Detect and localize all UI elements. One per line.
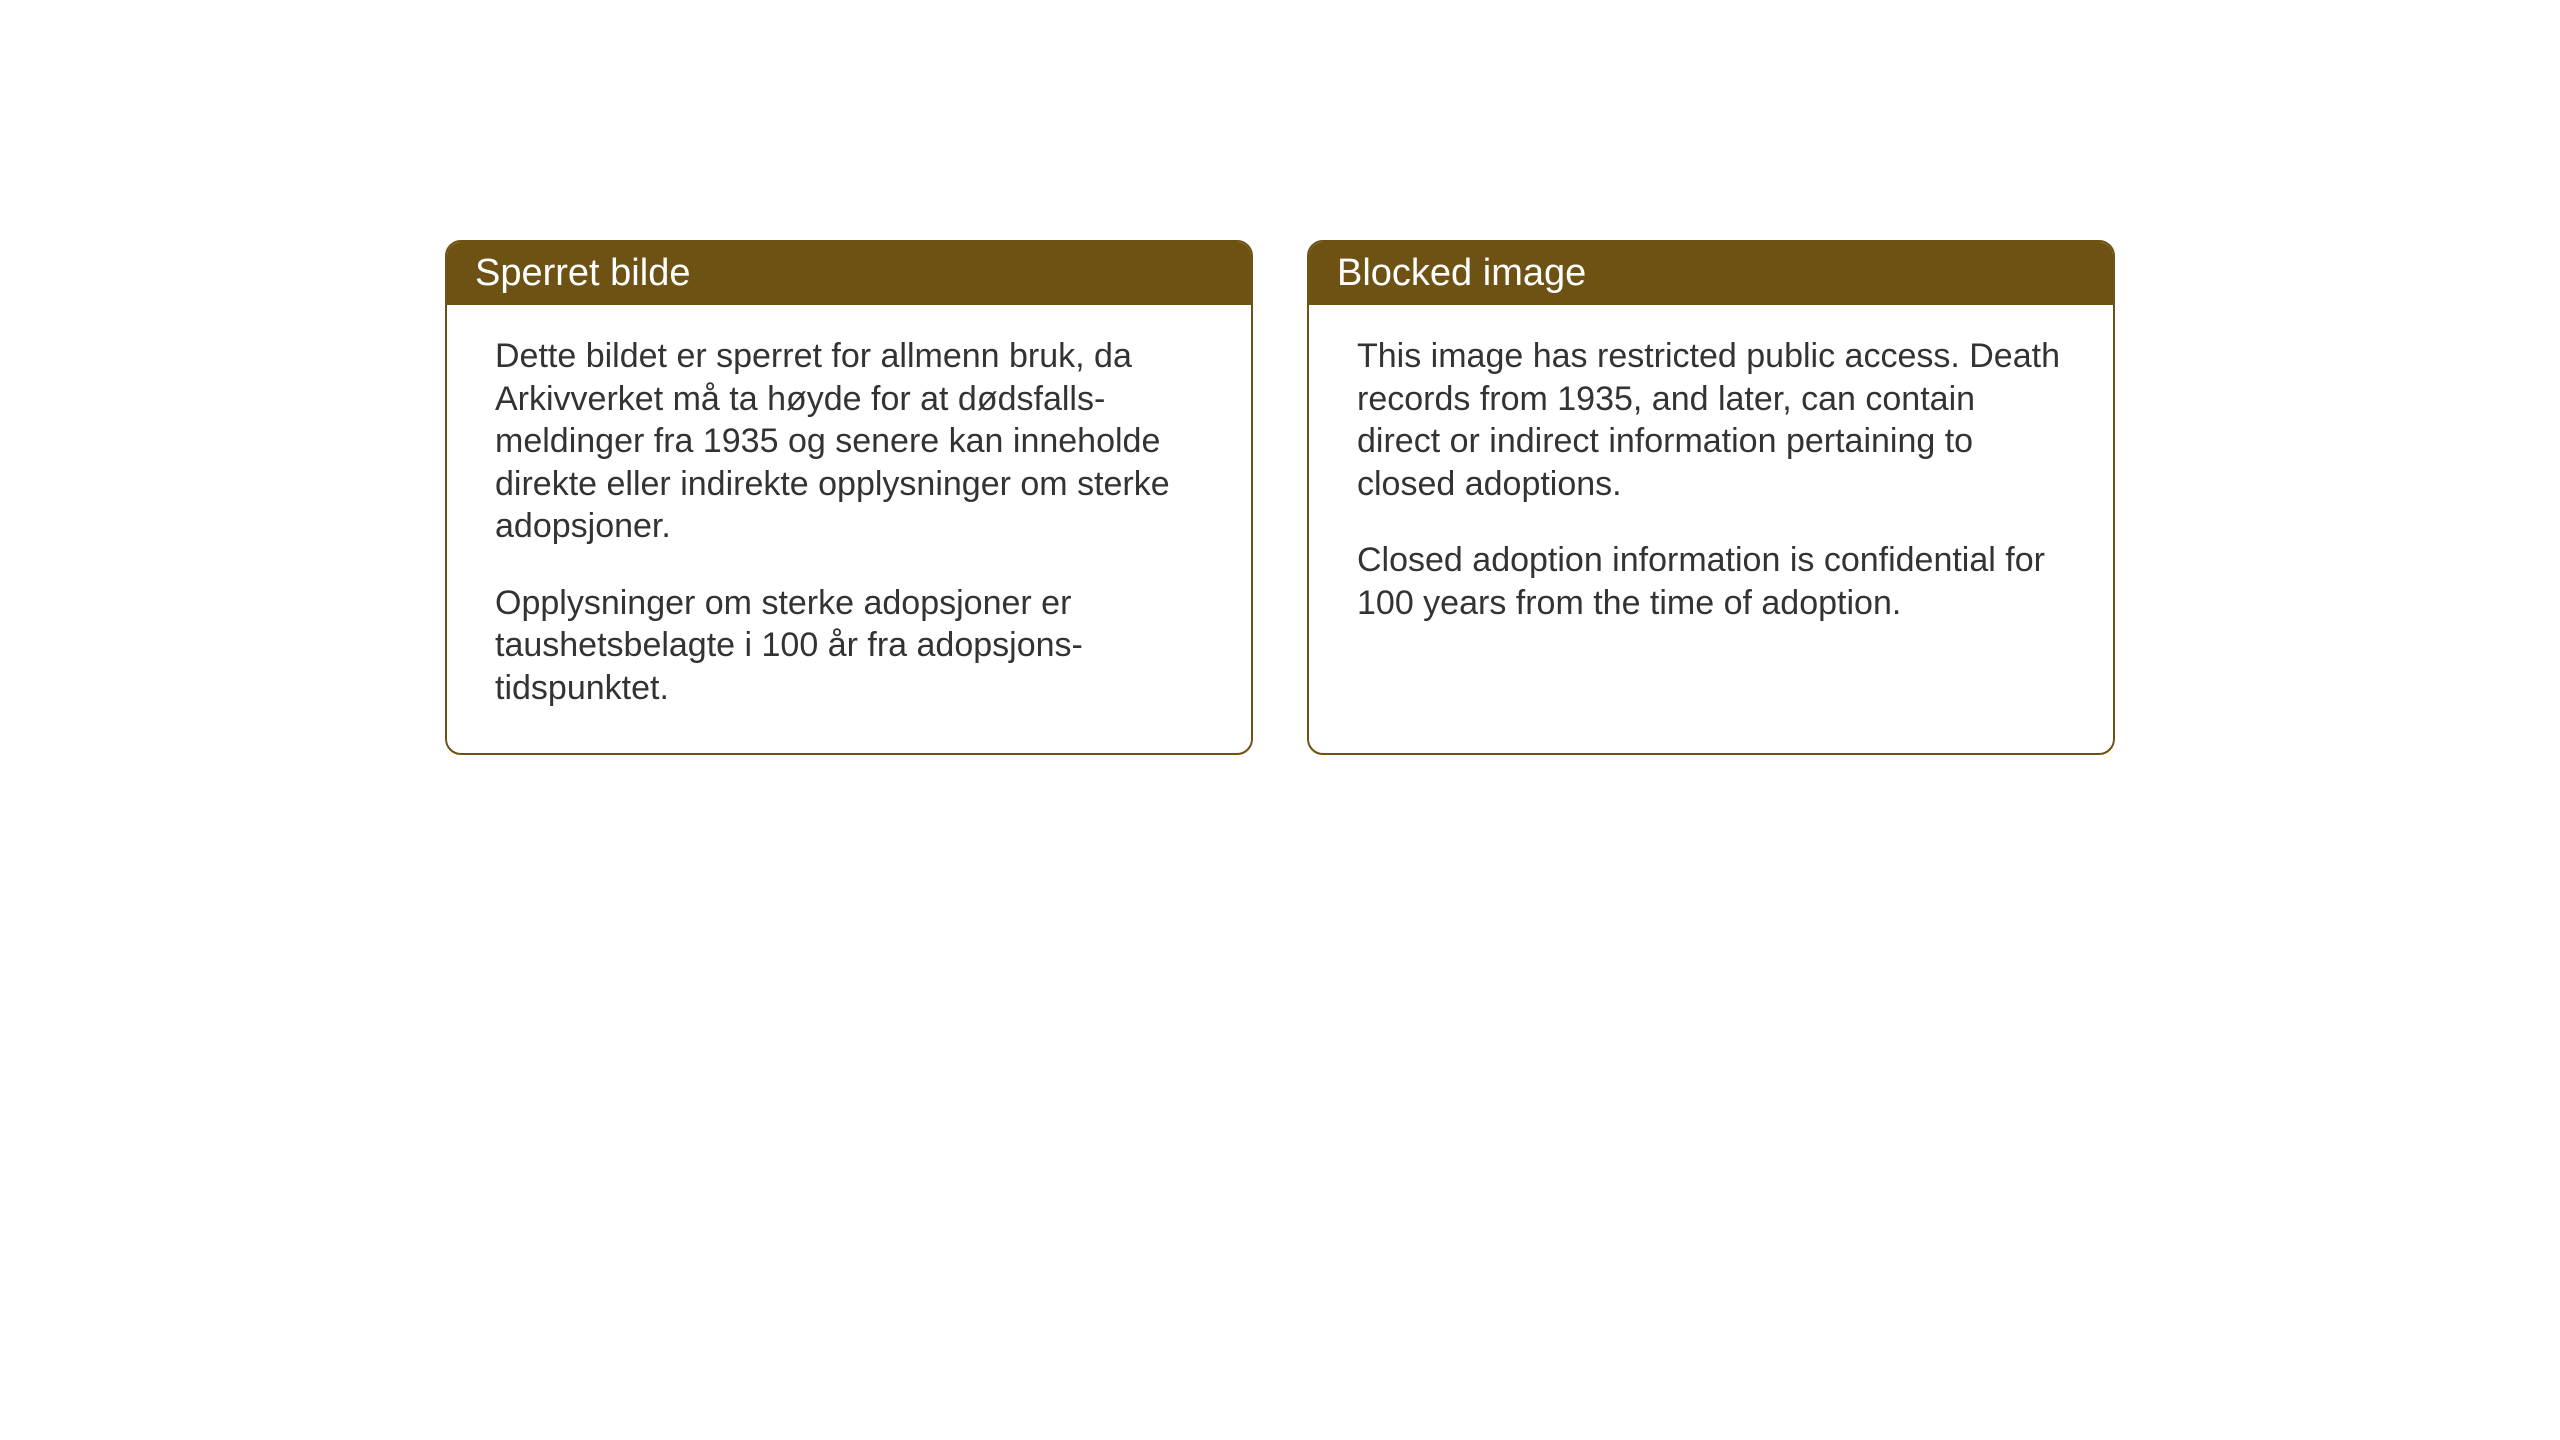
norwegian-card-header: Sperret bilde: [447, 242, 1251, 305]
norwegian-paragraph-1: Dette bildet er sperret for allmenn bruk…: [495, 335, 1203, 548]
english-paragraph-1: This image has restricted public access.…: [1357, 335, 2065, 505]
english-card-title: Blocked image: [1337, 252, 1586, 294]
english-paragraph-2: Closed adoption information is confident…: [1357, 539, 2065, 624]
norwegian-card-title: Sperret bilde: [475, 252, 690, 294]
english-card-header: Blocked image: [1309, 242, 2113, 305]
norwegian-card-body: Dette bildet er sperret for allmenn bruk…: [447, 305, 1251, 753]
norwegian-notice-card: Sperret bilde Dette bildet er sperret fo…: [445, 240, 1253, 755]
norwegian-paragraph-2: Opplysninger om sterke adopsjoner er tau…: [495, 582, 1203, 710]
english-notice-card: Blocked image This image has restricted …: [1307, 240, 2115, 755]
notice-container: Sperret bilde Dette bildet er sperret fo…: [445, 240, 2115, 755]
english-card-body: This image has restricted public access.…: [1309, 305, 2113, 668]
